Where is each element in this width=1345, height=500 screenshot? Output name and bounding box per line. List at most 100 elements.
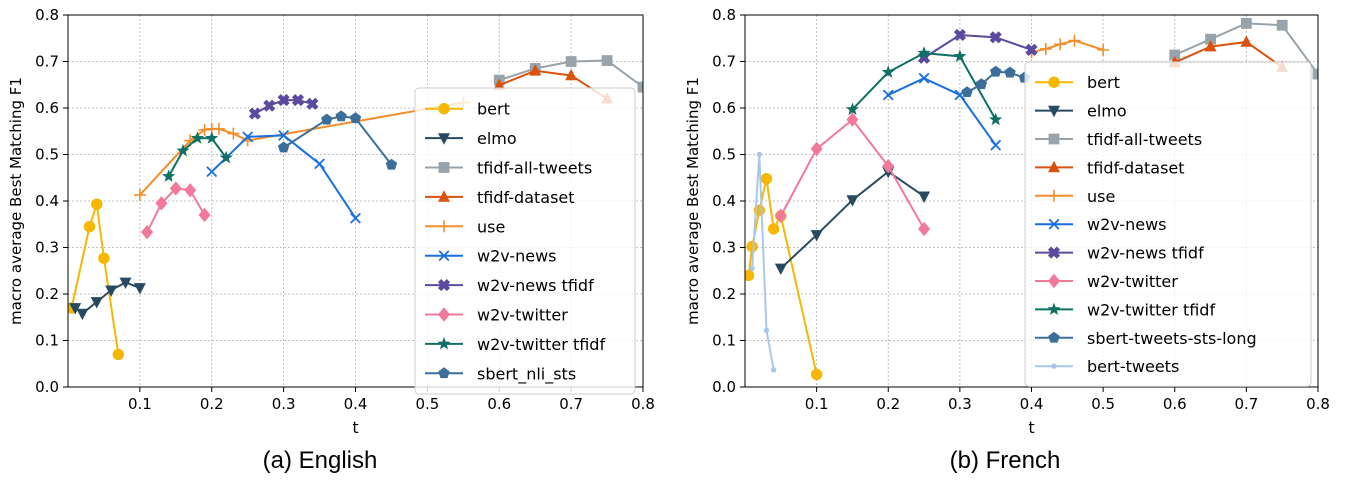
y-tick-label: 0.0: [35, 378, 59, 396]
legend-entry-elmo: elmo: [425, 129, 517, 148]
legend-marker: [438, 367, 450, 379]
series-line: [498, 69, 608, 100]
x-axis-label: t: [352, 418, 358, 437]
caption-french: (b) French: [949, 447, 1061, 474]
series-w2v-twitter-tfidf: [162, 131, 233, 182]
series-line: [167, 137, 227, 177]
data-point: [565, 56, 577, 67]
legend-label: w2v-news tfidf: [477, 276, 594, 295]
data-point: [248, 107, 261, 120]
data-point: [306, 97, 319, 110]
legend-marker: [437, 337, 451, 350]
data-point: [277, 141, 290, 153]
legend-label: w2v-twitter: [477, 306, 568, 325]
x-tick-label: 0.2: [200, 395, 224, 413]
legend-entry-bert: bert: [425, 100, 510, 119]
x-tick-label: 0.7: [559, 395, 583, 413]
y-tick-label: 0.8: [35, 6, 59, 24]
y-tick-label: 0.5: [35, 146, 59, 164]
data-point: [493, 78, 506, 91]
axis-ticks: 0.1 0.2 0.3 0.4 0.5 0.6 0.7 0.8 0.0 0.1 0.2 0.3 0.4 0…: [35, 6, 655, 413]
data-point: [227, 127, 240, 140]
y-tick-label: 0.3: [35, 239, 59, 257]
legend-label: bert: [477, 100, 510, 119]
series-w2v-news-tfidf: [248, 94, 319, 120]
data-point: [278, 129, 290, 141]
legend-marker: [438, 250, 450, 262]
legend-marker: [438, 307, 450, 322]
series-line: [283, 115, 393, 166]
data-point: [83, 220, 96, 233]
data-point: [119, 277, 132, 289]
data-point: [91, 198, 103, 210]
data-point: [190, 131, 204, 144]
data-point: [219, 150, 233, 164]
data-point: [242, 131, 254, 143]
data-point: [105, 285, 118, 297]
legend-label: w2v-twitter tfidf: [477, 335, 605, 354]
legend-label: tfidf-all-tweets: [477, 159, 592, 178]
data-point: [90, 297, 103, 309]
data-point: [133, 283, 146, 295]
data-point: [112, 348, 125, 361]
data-point: [76, 308, 89, 321]
data-point: [162, 169, 176, 182]
legend-marker: [438, 133, 450, 145]
y-tick-label: 0.1: [35, 332, 59, 350]
y-tick-label: 0.6: [35, 99, 59, 117]
data-point: [350, 212, 361, 224]
data-point: [314, 158, 325, 170]
legend-marker: [438, 190, 450, 202]
series-bert: [68, 198, 125, 361]
legend: bert elmo tfidf-all-tweets tfidf-dataset use…: [414, 87, 636, 395]
caption-english: (a) English: [262, 447, 378, 474]
legend-entry-tfidf-dataset: tfidf-dataset: [425, 188, 575, 207]
data-point: [169, 181, 182, 196]
data-point: [176, 143, 190, 157]
legend-label: use: [477, 217, 505, 236]
data-point: [98, 252, 110, 264]
legend-label: elmo: [477, 129, 517, 148]
data-point: [198, 123, 211, 136]
data-point: [141, 224, 154, 240]
legend-entry-tfidf-all-tweets: tfidf-all-tweets: [425, 159, 592, 178]
legend-entry-sbert-nli-sts: sbert_nli_sts: [425, 364, 576, 384]
legend-label: w2v-news: [477, 247, 556, 266]
x-tick-label: 0.3: [272, 395, 296, 413]
data-point: [529, 64, 542, 76]
series-w2v-news: [206, 129, 361, 224]
plot-area: [68, 55, 643, 361]
series-sbert-nli-sts: [277, 110, 398, 170]
series-elmo: [69, 277, 146, 321]
y-tick-label: 0.7: [35, 53, 59, 71]
data-point: [69, 303, 82, 315]
legend-marker: [438, 220, 450, 233]
data-point: [277, 94, 290, 107]
data-point: [212, 122, 225, 135]
data-point: [565, 68, 578, 81]
data-point: [349, 112, 362, 124]
y-tick-label: 0.2: [35, 285, 59, 303]
data-point: [263, 99, 276, 112]
data-point: [321, 113, 333, 125]
series-w2v-twitter: [141, 181, 211, 240]
legend-entry-w2v-news: w2v-news: [425, 247, 556, 266]
legend-label: tfidf-dataset: [477, 188, 575, 207]
y-tick-label: 0.4: [35, 192, 59, 210]
x-tick-label: 0.1: [128, 395, 152, 413]
legend-marker: [438, 162, 450, 173]
legend-entry-w2v-twitter-tfidf: w2v-twitter tfidf: [425, 335, 605, 354]
x-tick-label: 0.4: [344, 395, 368, 413]
data-point: [335, 110, 347, 122]
data-point: [291, 94, 305, 107]
legend-entry-w2v-news-tfidf: w2v-news tfidf: [425, 276, 594, 295]
x-tick-label: 0.8: [631, 395, 655, 413]
legend-label: sbert_nli_sts: [477, 364, 576, 384]
legend-entry-use: use: [425, 217, 505, 236]
data-point: [133, 188, 146, 201]
x-tick-label: 0.6: [487, 395, 511, 413]
axes-frame: [67, 14, 644, 388]
y-axis-label: macro average Best Matching F1: [7, 77, 25, 325]
data-point: [184, 183, 197, 198]
